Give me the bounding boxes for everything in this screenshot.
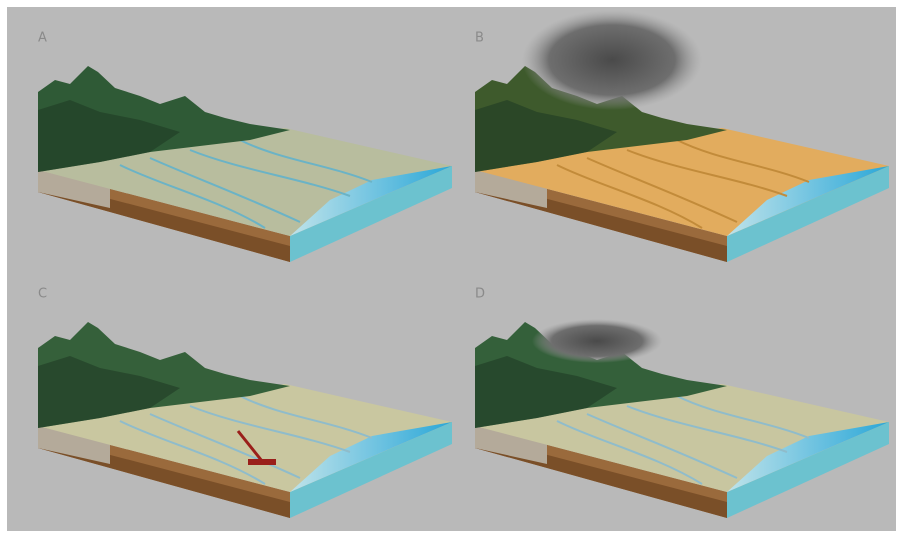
- river: [149, 413, 301, 479]
- sea: [727, 166, 889, 236]
- river: [626, 405, 788, 453]
- sea: [727, 422, 889, 492]
- river: [586, 157, 738, 223]
- panel: D: [475, 287, 889, 518]
- water-face: [290, 422, 452, 518]
- panel: A: [38, 31, 452, 262]
- water-face: [727, 422, 889, 518]
- mountain-shade: [38, 100, 180, 172]
- river: [239, 139, 373, 183]
- rock-face: [475, 170, 547, 208]
- panels: A B C D: [38, 10, 889, 518]
- rock-face: [38, 170, 110, 208]
- crane: [236, 430, 264, 462]
- river: [556, 164, 703, 229]
- river: [626, 149, 788, 197]
- river: [189, 405, 351, 453]
- panel-label: D: [475, 287, 485, 302]
- river: [189, 149, 351, 197]
- panel-label: A: [38, 31, 47, 46]
- water-face: [727, 166, 889, 262]
- river: [586, 413, 738, 479]
- river: [119, 164, 266, 229]
- panel-label: C: [38, 287, 47, 302]
- sea: [290, 422, 452, 492]
- river: [239, 395, 373, 439]
- mountain-shade: [475, 356, 617, 428]
- panel: C: [38, 287, 452, 518]
- crane-base: [248, 459, 276, 465]
- river: [149, 157, 301, 223]
- panel-label: B: [475, 31, 484, 46]
- sea: [290, 166, 452, 236]
- smoke: [532, 319, 662, 363]
- river: [119, 420, 266, 485]
- river: [556, 420, 703, 485]
- mountain-shade: [38, 356, 180, 428]
- river: [676, 395, 810, 439]
- panel: B: [475, 10, 889, 262]
- mountain-shade: [475, 100, 617, 172]
- rock-face: [38, 426, 110, 464]
- rock-face: [475, 426, 547, 464]
- water-face: [290, 166, 452, 262]
- river: [676, 139, 810, 183]
- smoke: [522, 10, 702, 110]
